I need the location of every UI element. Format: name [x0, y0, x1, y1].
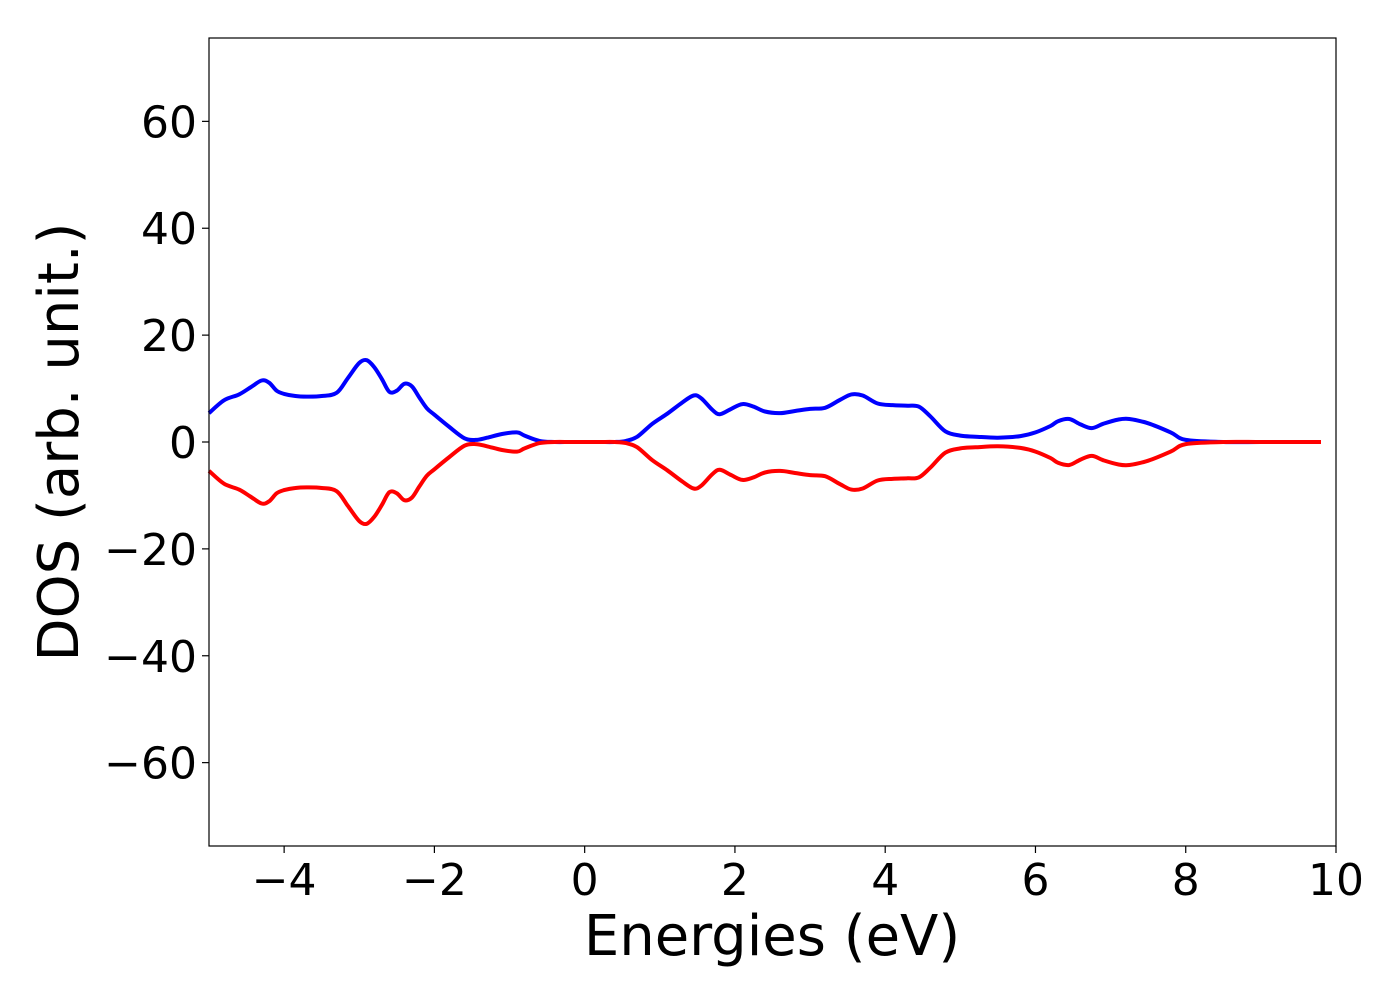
x-tick-label: 8: [1172, 855, 1200, 906]
x-tick-label: 2: [721, 855, 749, 906]
y-tick-label: −40: [104, 632, 197, 683]
x-tick-label: 0: [571, 855, 599, 906]
y-axis-ticks: −60 −40 −20 0 20 40 60: [104, 97, 209, 790]
y-tick-label: 60: [141, 97, 197, 148]
series-layer: [207, 357, 1321, 527]
x-tick-label: 6: [1021, 855, 1049, 906]
x-tick-label: −2: [402, 855, 467, 906]
y-tick-label: 40: [141, 204, 197, 255]
y-tick-label: 20: [141, 311, 197, 362]
x-tick-label: 4: [871, 855, 899, 906]
x-tick-label: −4: [252, 855, 317, 906]
y-tick-label: −20: [104, 525, 197, 576]
x-tick-label: 10: [1308, 855, 1364, 906]
x-axis-label: Energies (eV): [584, 904, 960, 969]
series-line-2: [207, 439, 1321, 527]
series-line-1: [207, 357, 1321, 445]
y-tick-label: −60: [104, 739, 197, 790]
y-axis-label: DOS (arb. unit.): [27, 222, 92, 661]
y-tick-label: 0: [169, 418, 197, 469]
x-axis-ticks: −4 −2 0 2 4 6 8 10: [252, 846, 1364, 906]
